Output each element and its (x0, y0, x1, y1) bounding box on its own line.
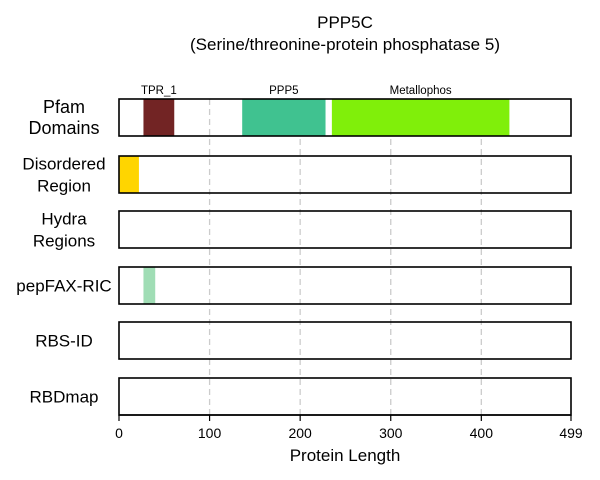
track-label: Domains (28, 118, 99, 138)
track: Hydra Regions (33, 210, 572, 251)
track: pepFAX-RIC (16, 266, 572, 305)
track-label: pepFAX-RIC (16, 277, 111, 296)
x-tick-label: 0 (115, 425, 123, 441)
track-segment (331, 99, 510, 136)
domain-label: Metallophos (390, 85, 452, 97)
track-segment (143, 267, 156, 304)
track-label: RBDmap (30, 388, 99, 407)
chart-subtitle: (Serine/threonine-protein phosphatase 5) (190, 35, 500, 54)
track-frame (118, 210, 572, 249)
track-label: Regions (33, 232, 95, 251)
track-frame (118, 266, 572, 305)
x-axis: 0 100 200 300 400 499 (115, 414, 583, 441)
track-label: Region (37, 177, 91, 196)
track-label: RBS-ID (35, 332, 93, 351)
x-axis-title: Protein Length (290, 446, 401, 465)
domain-label: PPP5 (269, 85, 298, 97)
track: RBS-ID (35, 321, 572, 360)
track-frame (118, 321, 572, 360)
track-label: Disordered (22, 155, 105, 174)
domain-label: TPR_1 (141, 85, 177, 97)
chart-title: PPP5C (317, 13, 373, 32)
x-tick-label: 200 (288, 425, 312, 441)
track-segment (143, 99, 175, 136)
x-tick-label: 400 (470, 425, 494, 441)
track-label: Pfam (43, 97, 85, 117)
track: Disordered Region (22, 155, 572, 196)
x-tick-label: 499 (559, 425, 583, 441)
track-frame (118, 377, 572, 416)
track-segment (119, 156, 139, 193)
track-label: Hydra (41, 210, 87, 229)
x-tick-label: 300 (379, 425, 403, 441)
grid-lines (208, 99, 482, 415)
track-frame (118, 98, 572, 137)
track-segment (242, 99, 326, 136)
track-frame (118, 155, 572, 194)
x-tick-label: 100 (198, 425, 222, 441)
